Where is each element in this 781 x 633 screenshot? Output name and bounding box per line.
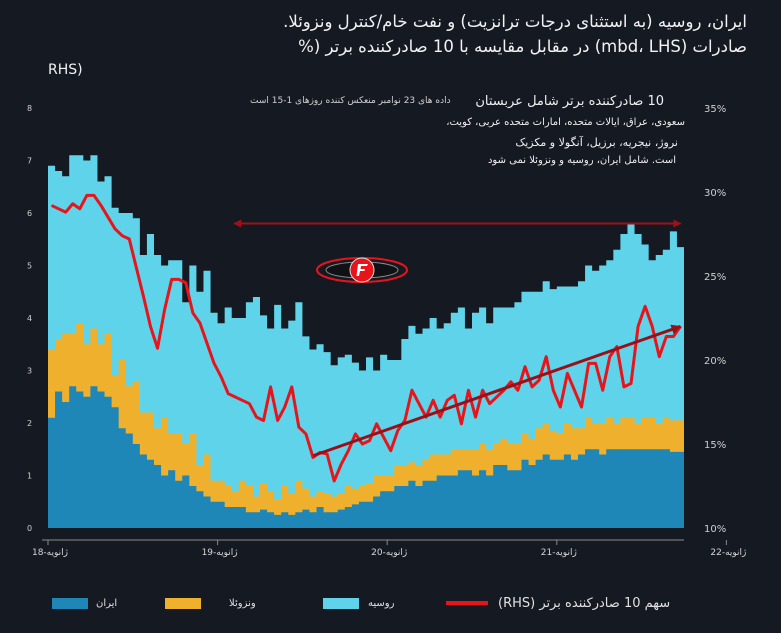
legend-label-venezuela: ونزوئلا: [229, 598, 256, 609]
y-left-tick-label: 0: [27, 524, 32, 533]
x-tick-label: ژانویه-19: [202, 548, 238, 558]
legend-swatch-iran: [52, 598, 88, 609]
axes-layer: 0 1 2 3 4 5 6 7 8 10% 15% 20% 25% 30% 35% ژانویه-18 ژانو…: [27, 104, 746, 558]
y-right-tick-label: 20%: [704, 356, 726, 367]
y-left-tick-label: 1: [27, 472, 32, 481]
legend: [52, 598, 488, 609]
x-tick-label: ژانویه-21: [541, 548, 577, 558]
logo-f-mark: [356, 264, 368, 276]
annotation-line-4: است. شامل ایران، روسیه و ونزوئلا نمی شود: [487, 155, 676, 166]
annotation-line-2: سعودی، عراق، ایالات متحده، امارات متحده …: [446, 117, 685, 128]
chart-title-line-2: صادرات (mbd، LHS) در مقابل مقایسه با 10 …: [298, 37, 747, 56]
y-left-tick-label: 6: [27, 209, 32, 218]
annotation-line-1: 10 صادرکننده برتر شامل عربستان: [475, 94, 664, 109]
watermark-logo: [316, 257, 408, 283]
legend-label-share: سهم 10 صادرکننده برتر (RHS): [498, 596, 671, 611]
y-left-tick-label: 7: [27, 157, 32, 166]
y-left-tick-label: 5: [27, 262, 32, 271]
y-right-tick-label: 30%: [704, 188, 726, 199]
trend-line: [312, 324, 682, 458]
x-tick-label: ژانویه-22: [710, 548, 746, 558]
y-right-tick-label: 10%: [704, 524, 726, 535]
chart-title-line-1: ایران، روسیه (به استثنای درجات ترانزیت) …: [283, 12, 747, 31]
iran-area: [48, 386, 684, 528]
y-right-tick-label: 25%: [704, 272, 726, 283]
legend-swatch-share: [446, 601, 488, 605]
legend-label-iran: ایران: [96, 598, 118, 609]
data-note: داده های 23 نوامبر منعکس کننده روزهای 1-…: [250, 96, 451, 106]
y-right-tick-label: 35%: [704, 104, 726, 115]
y-right-tick-label: 15%: [704, 440, 726, 451]
annotation-line-3: نروژ، نیجریه، برزیل، آنگولا و مکزیک: [515, 136, 678, 149]
x-tick-label: ژانویه-20: [371, 548, 407, 558]
legend-label-russia: روسیه: [368, 598, 395, 609]
x-tick-label: ژانویه-18: [32, 548, 68, 558]
iran-area-layer: [48, 386, 684, 528]
y-left-tick-label: 2: [27, 419, 32, 428]
legend-swatch-venezuela: [165, 598, 201, 609]
y-left-tick-label: 3: [27, 367, 32, 376]
rhs-axis-label: RHS): [48, 62, 83, 78]
y-left-tick-label: 4: [27, 314, 32, 323]
top10-share-line: [50, 193, 682, 483]
lines-layer: [50, 193, 682, 483]
y-left-tick-label: 8: [27, 104, 32, 113]
legend-swatch-russia: [323, 598, 359, 609]
